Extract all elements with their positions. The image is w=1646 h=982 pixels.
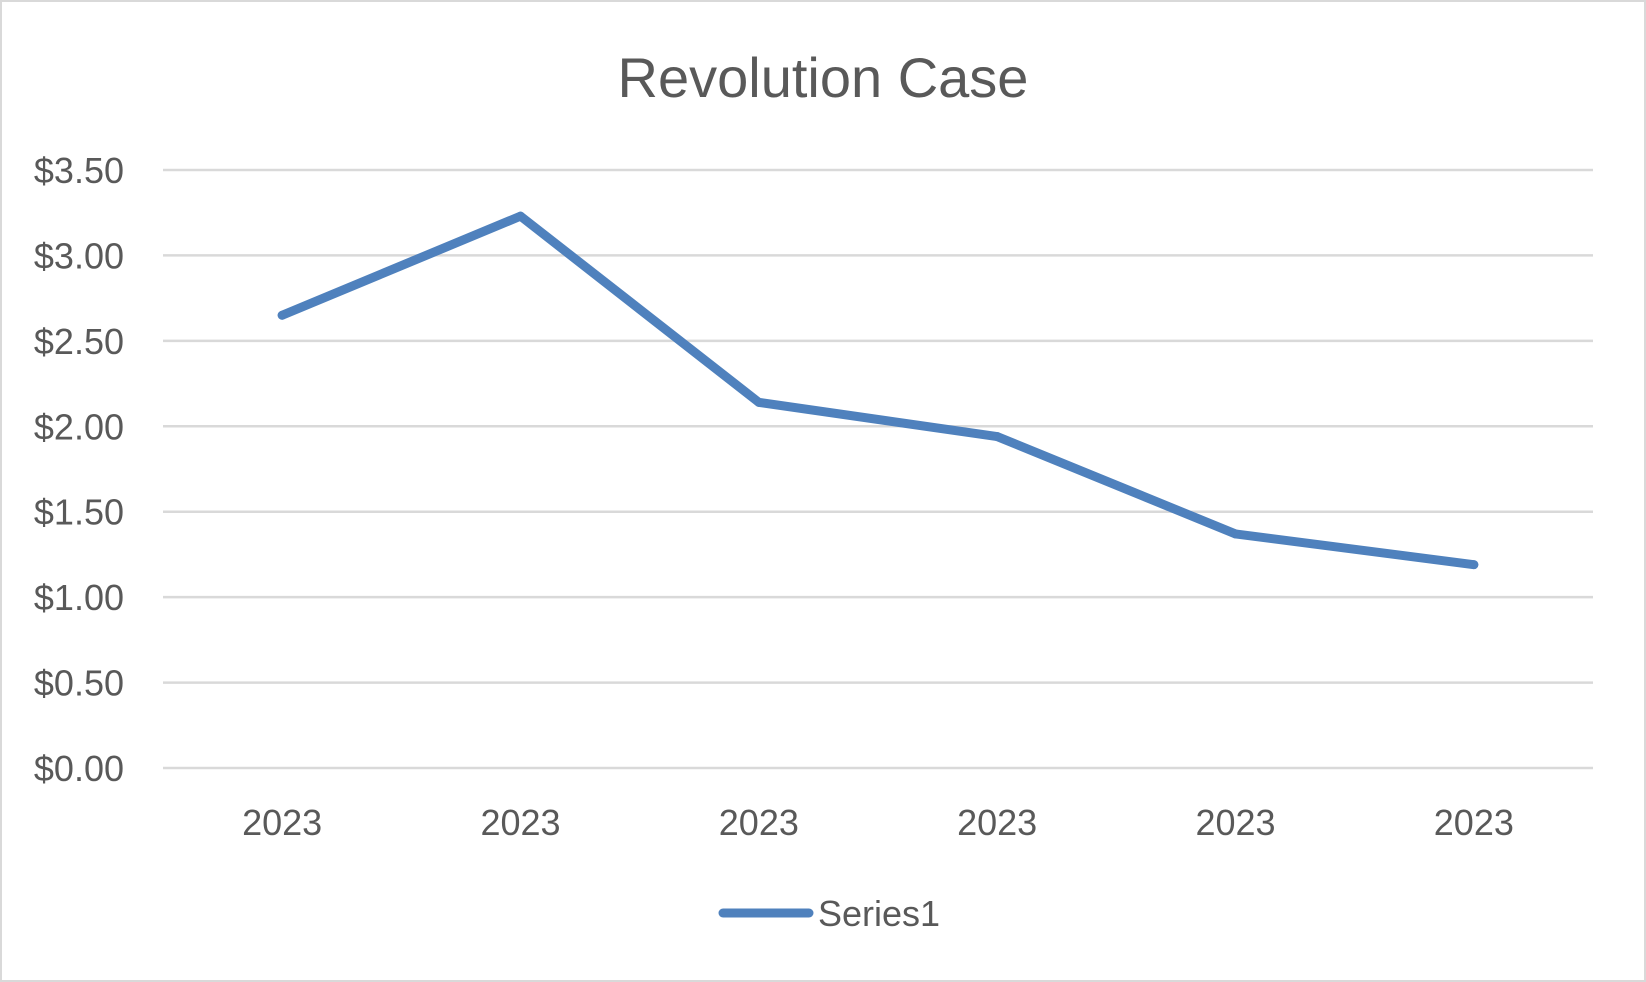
x-axis: 2023 2023 2023 2023 2023 2023 xyxy=(242,802,1514,843)
data-point xyxy=(992,432,1002,442)
data-point xyxy=(277,310,287,320)
y-tick-label: $1.50 xyxy=(34,492,124,533)
data-point xyxy=(754,397,764,407)
legend: Series1 xyxy=(718,893,940,934)
y-tick-label: $3.50 xyxy=(34,150,124,191)
y-tick-label: $3.00 xyxy=(34,235,124,276)
data-point xyxy=(516,211,525,221)
x-tick-label: 2023 xyxy=(480,802,560,843)
x-tick-label: 2023 xyxy=(1434,802,1514,843)
y-tick-label: $2.00 xyxy=(34,406,124,447)
x-tick-label: 2023 xyxy=(957,802,1037,843)
chart-title: Revolution Case xyxy=(618,46,1029,109)
x-tick-label: 2023 xyxy=(1195,802,1275,843)
x-tick-label: 2023 xyxy=(719,802,799,843)
y-tick-label: $0.50 xyxy=(34,663,124,704)
data-point xyxy=(1231,529,1240,539)
y-tick-label: $0.00 xyxy=(34,748,124,789)
gridlines xyxy=(163,168,1593,770)
x-tick-label: 2023 xyxy=(242,802,322,843)
legend-label: Series1 xyxy=(818,893,940,934)
y-tick-label: $2.50 xyxy=(34,321,124,362)
series-line xyxy=(277,211,1479,570)
series-group xyxy=(277,211,1479,570)
y-axis: $0.00 $0.50 $1.00 $1.50 $2.00 $2.50 $3.00 $3.50 xyxy=(34,150,124,789)
data-point xyxy=(1469,560,1479,570)
y-tick-label: $1.00 xyxy=(34,577,124,618)
